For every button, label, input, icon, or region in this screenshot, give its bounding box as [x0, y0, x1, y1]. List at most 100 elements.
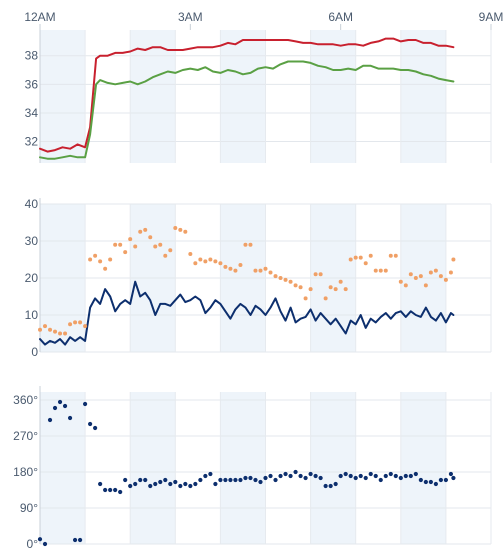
data-point — [328, 483, 333, 489]
data-point — [448, 471, 454, 477]
data-point — [343, 287, 348, 292]
shade-band — [220, 392, 266, 544]
data-point — [388, 253, 393, 258]
data-point — [178, 483, 183, 489]
data-point — [113, 242, 118, 247]
data-point — [203, 259, 208, 264]
data-point — [153, 481, 158, 487]
data-point — [283, 471, 288, 477]
data-point — [37, 537, 43, 542]
y-tick-label: 32 — [25, 135, 39, 149]
data-point — [138, 477, 143, 483]
data-point — [208, 471, 213, 477]
series-line — [39, 280, 455, 346]
data-point — [63, 331, 68, 336]
data-point — [398, 279, 403, 284]
data-point — [188, 251, 193, 256]
data-point — [293, 283, 298, 288]
data-point — [238, 263, 243, 268]
data-point — [43, 324, 48, 329]
data-point — [413, 471, 418, 477]
wind-direction-chart: 0° 90° 180° 270° 360° — [13, 386, 492, 551]
data-point — [263, 475, 268, 481]
data-point — [443, 277, 448, 282]
data-point — [58, 331, 63, 336]
data-point — [118, 242, 123, 247]
data-point — [298, 473, 303, 479]
data-point — [93, 253, 98, 258]
data-point — [128, 483, 133, 489]
data-point — [323, 296, 328, 301]
data-point — [213, 259, 218, 264]
data-point — [178, 227, 183, 232]
data-point — [268, 270, 273, 275]
data-point — [83, 401, 88, 407]
data-point — [388, 471, 393, 477]
y-tick-label: 180° — [13, 465, 38, 479]
data-point — [403, 283, 408, 288]
data-point — [198, 477, 203, 483]
data-point — [373, 473, 378, 479]
data-point — [52, 405, 58, 411]
data-point — [258, 268, 263, 273]
data-point — [133, 481, 138, 487]
data-point — [393, 473, 398, 479]
data-point — [443, 477, 448, 483]
data-point — [88, 421, 93, 427]
data-point — [183, 229, 188, 234]
data-point — [318, 272, 323, 277]
data-point — [218, 261, 223, 266]
data-point — [451, 475, 456, 481]
y-tick-label: 270° — [13, 429, 38, 443]
data-point — [123, 477, 128, 483]
data-point — [148, 235, 153, 240]
data-point — [423, 283, 428, 288]
data-point — [358, 473, 363, 479]
y-tick-label: 20 — [25, 271, 39, 285]
data-point — [428, 479, 433, 485]
data-point — [183, 481, 188, 487]
data-point — [353, 255, 358, 260]
data-point — [158, 242, 163, 247]
y-tick-label: 40 — [25, 197, 39, 211]
data-point — [403, 473, 408, 479]
shade-band — [400, 30, 446, 163]
data-point — [173, 226, 178, 231]
data-point — [338, 473, 343, 479]
data-point — [313, 473, 318, 479]
data-point — [208, 257, 213, 262]
data-point — [273, 477, 278, 483]
data-point — [47, 417, 53, 423]
data-point — [143, 227, 148, 232]
y-tick-label: 38 — [25, 49, 39, 63]
data-point — [248, 242, 253, 247]
data-point — [243, 475, 248, 481]
data-point — [433, 481, 438, 487]
shade-band — [40, 30, 86, 163]
data-point — [423, 479, 428, 485]
data-point — [158, 479, 163, 485]
shade-band — [310, 30, 356, 163]
data-point — [72, 537, 78, 543]
data-point — [408, 473, 413, 479]
y-tick-label: 90° — [20, 501, 38, 515]
data-point — [368, 253, 373, 258]
data-point — [223, 477, 228, 483]
data-point — [368, 471, 373, 477]
x-tick-label: 6AM — [328, 10, 353, 24]
data-point — [413, 276, 418, 280]
data-point — [348, 257, 353, 262]
data-point — [133, 244, 138, 249]
data-point — [323, 483, 328, 489]
data-point — [418, 274, 423, 279]
data-point — [203, 473, 208, 479]
data-point — [318, 475, 323, 481]
data-point — [78, 320, 83, 325]
data-point — [198, 257, 203, 262]
data-point — [243, 242, 248, 247]
data-point — [143, 477, 148, 483]
data-point — [193, 481, 198, 487]
data-point — [62, 403, 68, 409]
wind-speed-chart: 0 10 20 30 40 — [25, 197, 492, 359]
data-point — [163, 477, 168, 483]
